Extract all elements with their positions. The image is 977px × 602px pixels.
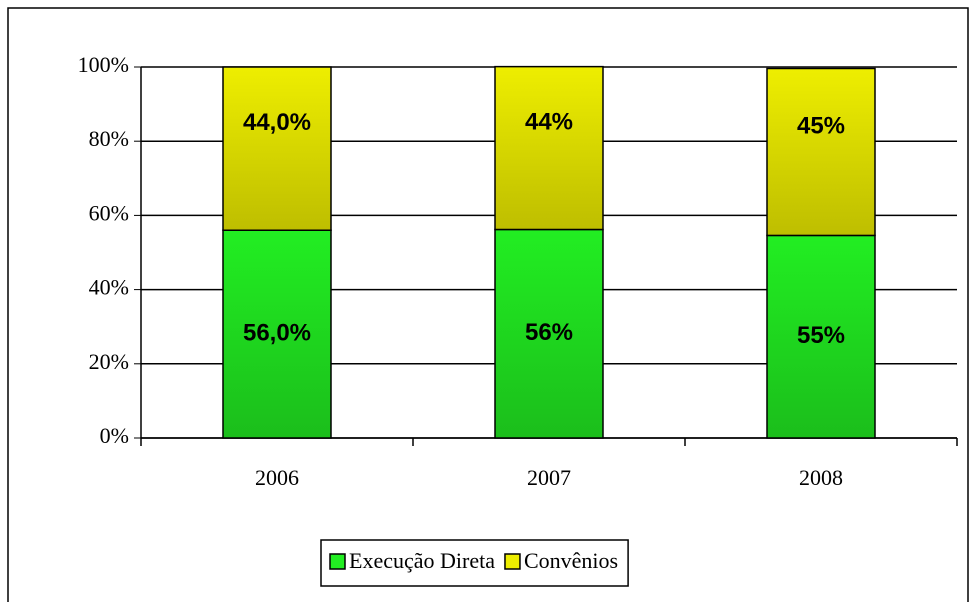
data-label: 44%: [525, 108, 573, 135]
y-tick-label: 80%: [89, 126, 129, 151]
x-tick-label: 2008: [799, 465, 843, 490]
y-tick-label: 0%: [100, 423, 129, 448]
y-tick-label: 100%: [78, 52, 129, 77]
bar-segment: [494, 228, 604, 439]
legend-label: Convênios: [524, 548, 618, 573]
legend-swatch: [504, 553, 521, 570]
x-tick-label: 2007: [527, 465, 571, 490]
bar-segment: [222, 66, 332, 231]
y-tick-label: 60%: [89, 200, 129, 225]
x-tick-label: 2006: [255, 465, 299, 490]
data-label: 45%: [797, 112, 845, 139]
bar-segment: [766, 234, 876, 439]
chart-frame: [7, 7, 969, 602]
data-label: 56%: [525, 319, 573, 346]
legend-box: [320, 539, 629, 587]
bar-segment: [766, 67, 876, 237]
y-tick-label: 40%: [89, 275, 129, 300]
bar-segment: [494, 65, 604, 231]
legend-swatch: [329, 553, 346, 570]
data-label: 55%: [797, 322, 845, 349]
y-tick-label: 20%: [89, 349, 129, 374]
legend-label: Execução Direta: [349, 548, 495, 573]
data-label: 44,0%: [243, 109, 311, 136]
data-label: 56,0%: [243, 319, 311, 346]
